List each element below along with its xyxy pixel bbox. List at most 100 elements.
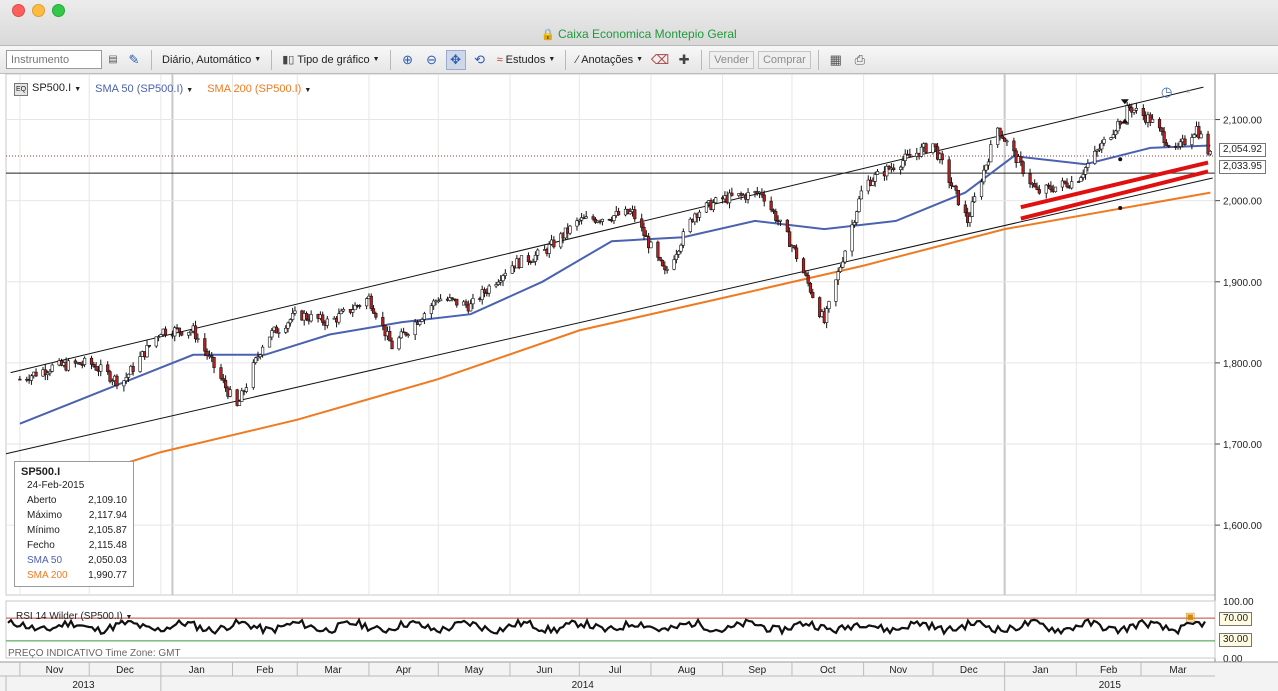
candle-body	[1208, 151, 1212, 155]
instrument-lookup-icon[interactable]: ▤	[108, 54, 118, 65]
candle-body	[34, 371, 38, 377]
candle-body	[1116, 121, 1120, 132]
rsi-lower-tag: 30.00	[1219, 633, 1253, 647]
candle-body	[18, 378, 22, 381]
candle-body	[388, 331, 392, 342]
candle-body	[871, 181, 875, 186]
candle-body	[1134, 108, 1139, 111]
candle-body	[688, 218, 692, 232]
candle-body	[413, 321, 417, 335]
candle-body	[1097, 148, 1102, 151]
candle-body	[674, 254, 678, 260]
candle-body	[762, 194, 766, 202]
candle-body	[1164, 142, 1169, 146]
candle-body	[979, 181, 984, 197]
drawing-tools-icon[interactable]: ✎	[128, 51, 140, 67]
candle-body	[1049, 185, 1053, 191]
candle-body	[482, 289, 487, 294]
instrument-input[interactable]	[6, 50, 102, 69]
candle-body	[80, 364, 84, 366]
sell-button[interactable]: Vender	[709, 50, 754, 69]
candle-body	[189, 330, 193, 333]
studies-icon: ≈	[496, 53, 503, 66]
chart-type-dropdown[interactable]: ▮▯ Tipo de gráfico ▼	[279, 51, 382, 68]
toolbar-divider	[389, 49, 391, 70]
candle-body	[665, 269, 669, 271]
panel-settings-icon[interactable]: ▫	[1186, 84, 1191, 98]
candle-body	[663, 265, 667, 271]
toolbar-divider	[565, 49, 567, 70]
lock-icon: 🔒	[541, 29, 555, 41]
chart-type-label: Tipo de gráfico	[297, 53, 370, 66]
candle-body	[1178, 141, 1182, 147]
clock-icon[interactable]: ◷	[1161, 84, 1173, 99]
candle-body	[291, 313, 295, 320]
year-label: 2014	[572, 680, 595, 691]
candle-body	[471, 298, 475, 305]
legend-sma200[interactable]: SMA 200 (SP500.I) ▼	[207, 83, 311, 95]
period-dropdown[interactable]: Diário, Automático ▼	[159, 52, 264, 68]
candle-body	[693, 213, 697, 223]
close-window-button[interactable]	[12, 4, 25, 17]
zoom-in-icon[interactable]: ⊕	[402, 51, 414, 67]
candle-body	[785, 219, 789, 233]
minimize-window-button[interactable]	[32, 4, 45, 17]
candle-body	[464, 301, 468, 306]
infobox-value: 1,990.77	[88, 570, 127, 581]
candle-body	[575, 220, 579, 227]
legend-sma50[interactable]: SMA 50 (SP500.I) ▼	[95, 83, 193, 95]
candle-body	[66, 360, 71, 371]
candle-body	[1127, 105, 1132, 108]
candle-body	[933, 143, 937, 148]
candle-body	[727, 192, 732, 204]
candle-body	[106, 364, 110, 372]
rsi-tick-label: 100.00	[1223, 597, 1254, 608]
pan-icon[interactable]: ✥	[445, 49, 466, 70]
candle-body	[256, 356, 260, 359]
annotations-dropdown[interactable]: ∕ Anotações ▼	[573, 52, 646, 68]
zoom-out-icon[interactable]: ⊖	[426, 51, 438, 67]
infobox-label: Fecho	[27, 540, 55, 551]
candle-body	[260, 346, 265, 356]
toolbar-divider	[817, 49, 819, 70]
rsi-legend[interactable]: RSI 14 Wilder (SP500.I) ▼	[16, 611, 132, 622]
candle-body	[50, 364, 54, 372]
candle-body	[1113, 130, 1118, 135]
candle-body	[82, 357, 87, 365]
crosshair-icon[interactable]: ✚	[678, 51, 690, 67]
candle-body	[469, 303, 473, 312]
candle-body	[811, 292, 815, 298]
eraser-icon[interactable]: ⌫	[650, 51, 670, 67]
candle-body	[501, 275, 505, 282]
reset-icon[interactable]: ⟲	[474, 51, 486, 67]
infobox-value: 2,117.94	[88, 510, 127, 521]
studies-dropdown[interactable]: ≈ Estudos ▼	[494, 52, 559, 68]
candle-body	[1028, 173, 1032, 185]
candle-body	[1148, 114, 1152, 123]
candle-body	[240, 390, 244, 402]
print-icon[interactable]: ⎙	[854, 51, 865, 67]
legend-instrument[interactable]: EQ SP500.I ▼	[14, 82, 81, 96]
candle-body	[1012, 140, 1016, 152]
candle-body	[533, 254, 537, 262]
buy-button[interactable]: Comprar	[757, 50, 811, 69]
candle-body	[1132, 109, 1136, 113]
price-chart[interactable]: 2,100.00 2,000.00 1,900.00 1,800.00 1,700.00…	[0, 74, 1278, 691]
chart-settings-icon[interactable]: ▦	[829, 51, 842, 67]
candle-body	[1100, 142, 1104, 150]
candle-body	[996, 127, 1000, 145]
candle-body	[600, 218, 605, 222]
candle-body	[808, 283, 813, 293]
rsi-settings-icon[interactable]: ▣	[1185, 611, 1196, 623]
infobox-label: Aberto	[27, 495, 57, 506]
maximize-window-button[interactable]	[52, 4, 65, 17]
candle-body	[371, 308, 376, 314]
candle-body	[760, 191, 764, 196]
infobox-row: SMA 200 1,990.77	[21, 568, 127, 583]
candle-body	[432, 300, 436, 307]
anchor-dot	[1118, 205, 1123, 210]
candle-body	[612, 215, 616, 221]
candle-body	[499, 280, 503, 283]
candle-body	[628, 211, 632, 215]
candle-body	[73, 360, 77, 364]
